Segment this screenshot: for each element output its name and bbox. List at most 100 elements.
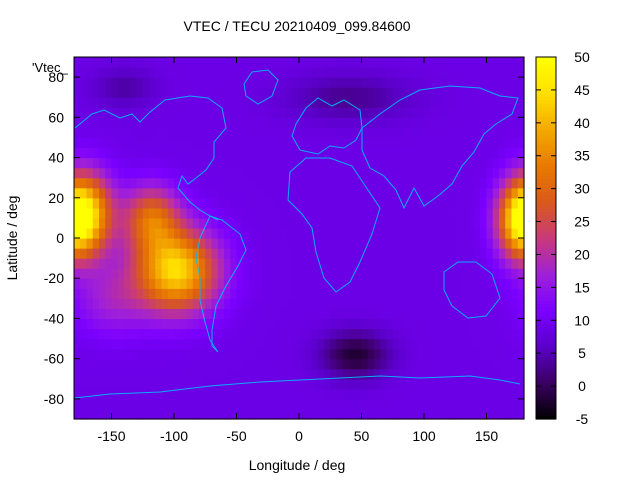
heatmap-cell	[342, 187, 350, 199]
heatmap-cell	[449, 278, 456, 289]
heatmap-cell	[411, 398, 419, 410]
heatmap-cell	[305, 298, 313, 309]
heatmap-cell	[374, 217, 381, 229]
heatmap-cell	[392, 368, 400, 380]
heatmap-cell	[249, 308, 256, 320]
heatmap-cell	[430, 358, 438, 370]
heatmap-cell	[280, 288, 288, 299]
heatmap-cell	[117, 137, 125, 149]
heatmap-cell	[430, 248, 438, 259]
heatmap-cell	[455, 97, 463, 108]
heatmap-cell	[92, 67, 100, 78]
heatmap-cell	[86, 378, 94, 390]
heatmap-cell	[436, 157, 444, 169]
colorbar-segment	[536, 415, 556, 420]
heatmap-cell	[274, 97, 281, 108]
heatmap-cell	[424, 107, 431, 118]
heatmap-cell	[205, 87, 213, 98]
heatmap-cell	[305, 117, 313, 128]
heatmap-cell	[417, 227, 425, 239]
heatmap-cell	[92, 197, 100, 209]
heatmap-cell	[417, 77, 425, 88]
heatmap-cell	[405, 278, 413, 289]
heatmap-cell	[324, 117, 331, 128]
heatmap-cell	[86, 258, 94, 269]
heatmap-cell	[449, 248, 456, 259]
heatmap-cell	[224, 207, 231, 219]
heatmap-cell	[174, 227, 181, 239]
heatmap-cell	[136, 278, 144, 289]
heatmap-cell	[374, 248, 381, 259]
heatmap-cell	[442, 328, 450, 340]
heatmap-cell	[186, 298, 194, 309]
heatmap-cell	[386, 137, 394, 149]
heatmap-cell	[449, 288, 456, 299]
heatmap-cell	[499, 338, 506, 350]
heatmap-cell	[461, 288, 469, 299]
heatmap-cell	[424, 318, 431, 330]
heatmap-cell	[286, 338, 294, 350]
heatmap-cell	[330, 187, 338, 199]
heatmap-cell	[192, 217, 200, 229]
heatmap-cell	[167, 378, 175, 390]
heatmap-cell	[205, 67, 213, 78]
heatmap-cell	[111, 207, 119, 219]
heatmap-cell	[480, 288, 488, 299]
heatmap-cell	[167, 57, 175, 68]
heatmap-cell	[136, 238, 144, 249]
heatmap-cell	[280, 187, 288, 199]
heatmap-cell	[161, 187, 169, 199]
heatmap-cell	[492, 318, 500, 330]
heatmap-cell	[86, 127, 94, 139]
heatmap-cell	[355, 238, 363, 249]
heatmap-cell	[386, 97, 394, 108]
heatmap-cell	[242, 358, 250, 370]
heatmap-cell	[324, 157, 331, 169]
heatmap-cell	[305, 167, 313, 179]
heatmap-cell	[274, 388, 281, 400]
heatmap-cell	[230, 177, 238, 189]
heatmap-cell	[342, 398, 350, 410]
heatmap-cell	[436, 278, 444, 289]
heatmap-cell	[99, 137, 106, 149]
heatmap-cell	[155, 398, 163, 410]
heatmap-cell	[186, 238, 194, 249]
heatmap-cell	[499, 248, 506, 259]
heatmap-cell	[311, 328, 319, 340]
heatmap-cell	[205, 127, 213, 139]
heatmap-cell	[80, 87, 88, 98]
heatmap-cell	[467, 157, 475, 169]
heatmap-cell	[205, 298, 213, 309]
heatmap-cell	[74, 167, 81, 179]
heatmap-cell	[261, 127, 269, 139]
heatmap-cell	[124, 338, 131, 350]
heatmap-cell	[424, 238, 431, 249]
heatmap-cell	[474, 97, 481, 108]
heatmap-cell	[292, 217, 300, 229]
heatmap-cell	[261, 288, 269, 299]
heatmap-cell	[80, 278, 88, 289]
heatmap-cell	[236, 87, 244, 98]
heatmap-cell	[486, 398, 494, 410]
heatmap-cell	[224, 57, 231, 68]
heatmap-cell	[361, 147, 369, 159]
heatmap-cell	[86, 238, 94, 249]
colorbar-segment	[536, 333, 556, 338]
heatmap-cell	[280, 348, 288, 360]
heatmap-cell	[124, 288, 131, 299]
heatmap-cell	[405, 348, 413, 360]
heatmap-cell	[86, 87, 94, 98]
heatmap-cell	[411, 217, 419, 229]
heatmap-cell	[255, 187, 263, 199]
heatmap-cell	[155, 227, 163, 239]
heatmap-cell	[111, 408, 119, 420]
heatmap-cell	[424, 258, 431, 269]
heatmap-cell	[399, 358, 406, 370]
heatmap-cell	[99, 87, 106, 98]
colorbar-segment	[536, 155, 556, 160]
heatmap-cell	[517, 107, 525, 118]
heatmap-cell	[186, 328, 194, 340]
heatmap-cell	[436, 227, 444, 239]
heatmap-cell	[286, 258, 294, 269]
heatmap-cell	[74, 117, 81, 128]
